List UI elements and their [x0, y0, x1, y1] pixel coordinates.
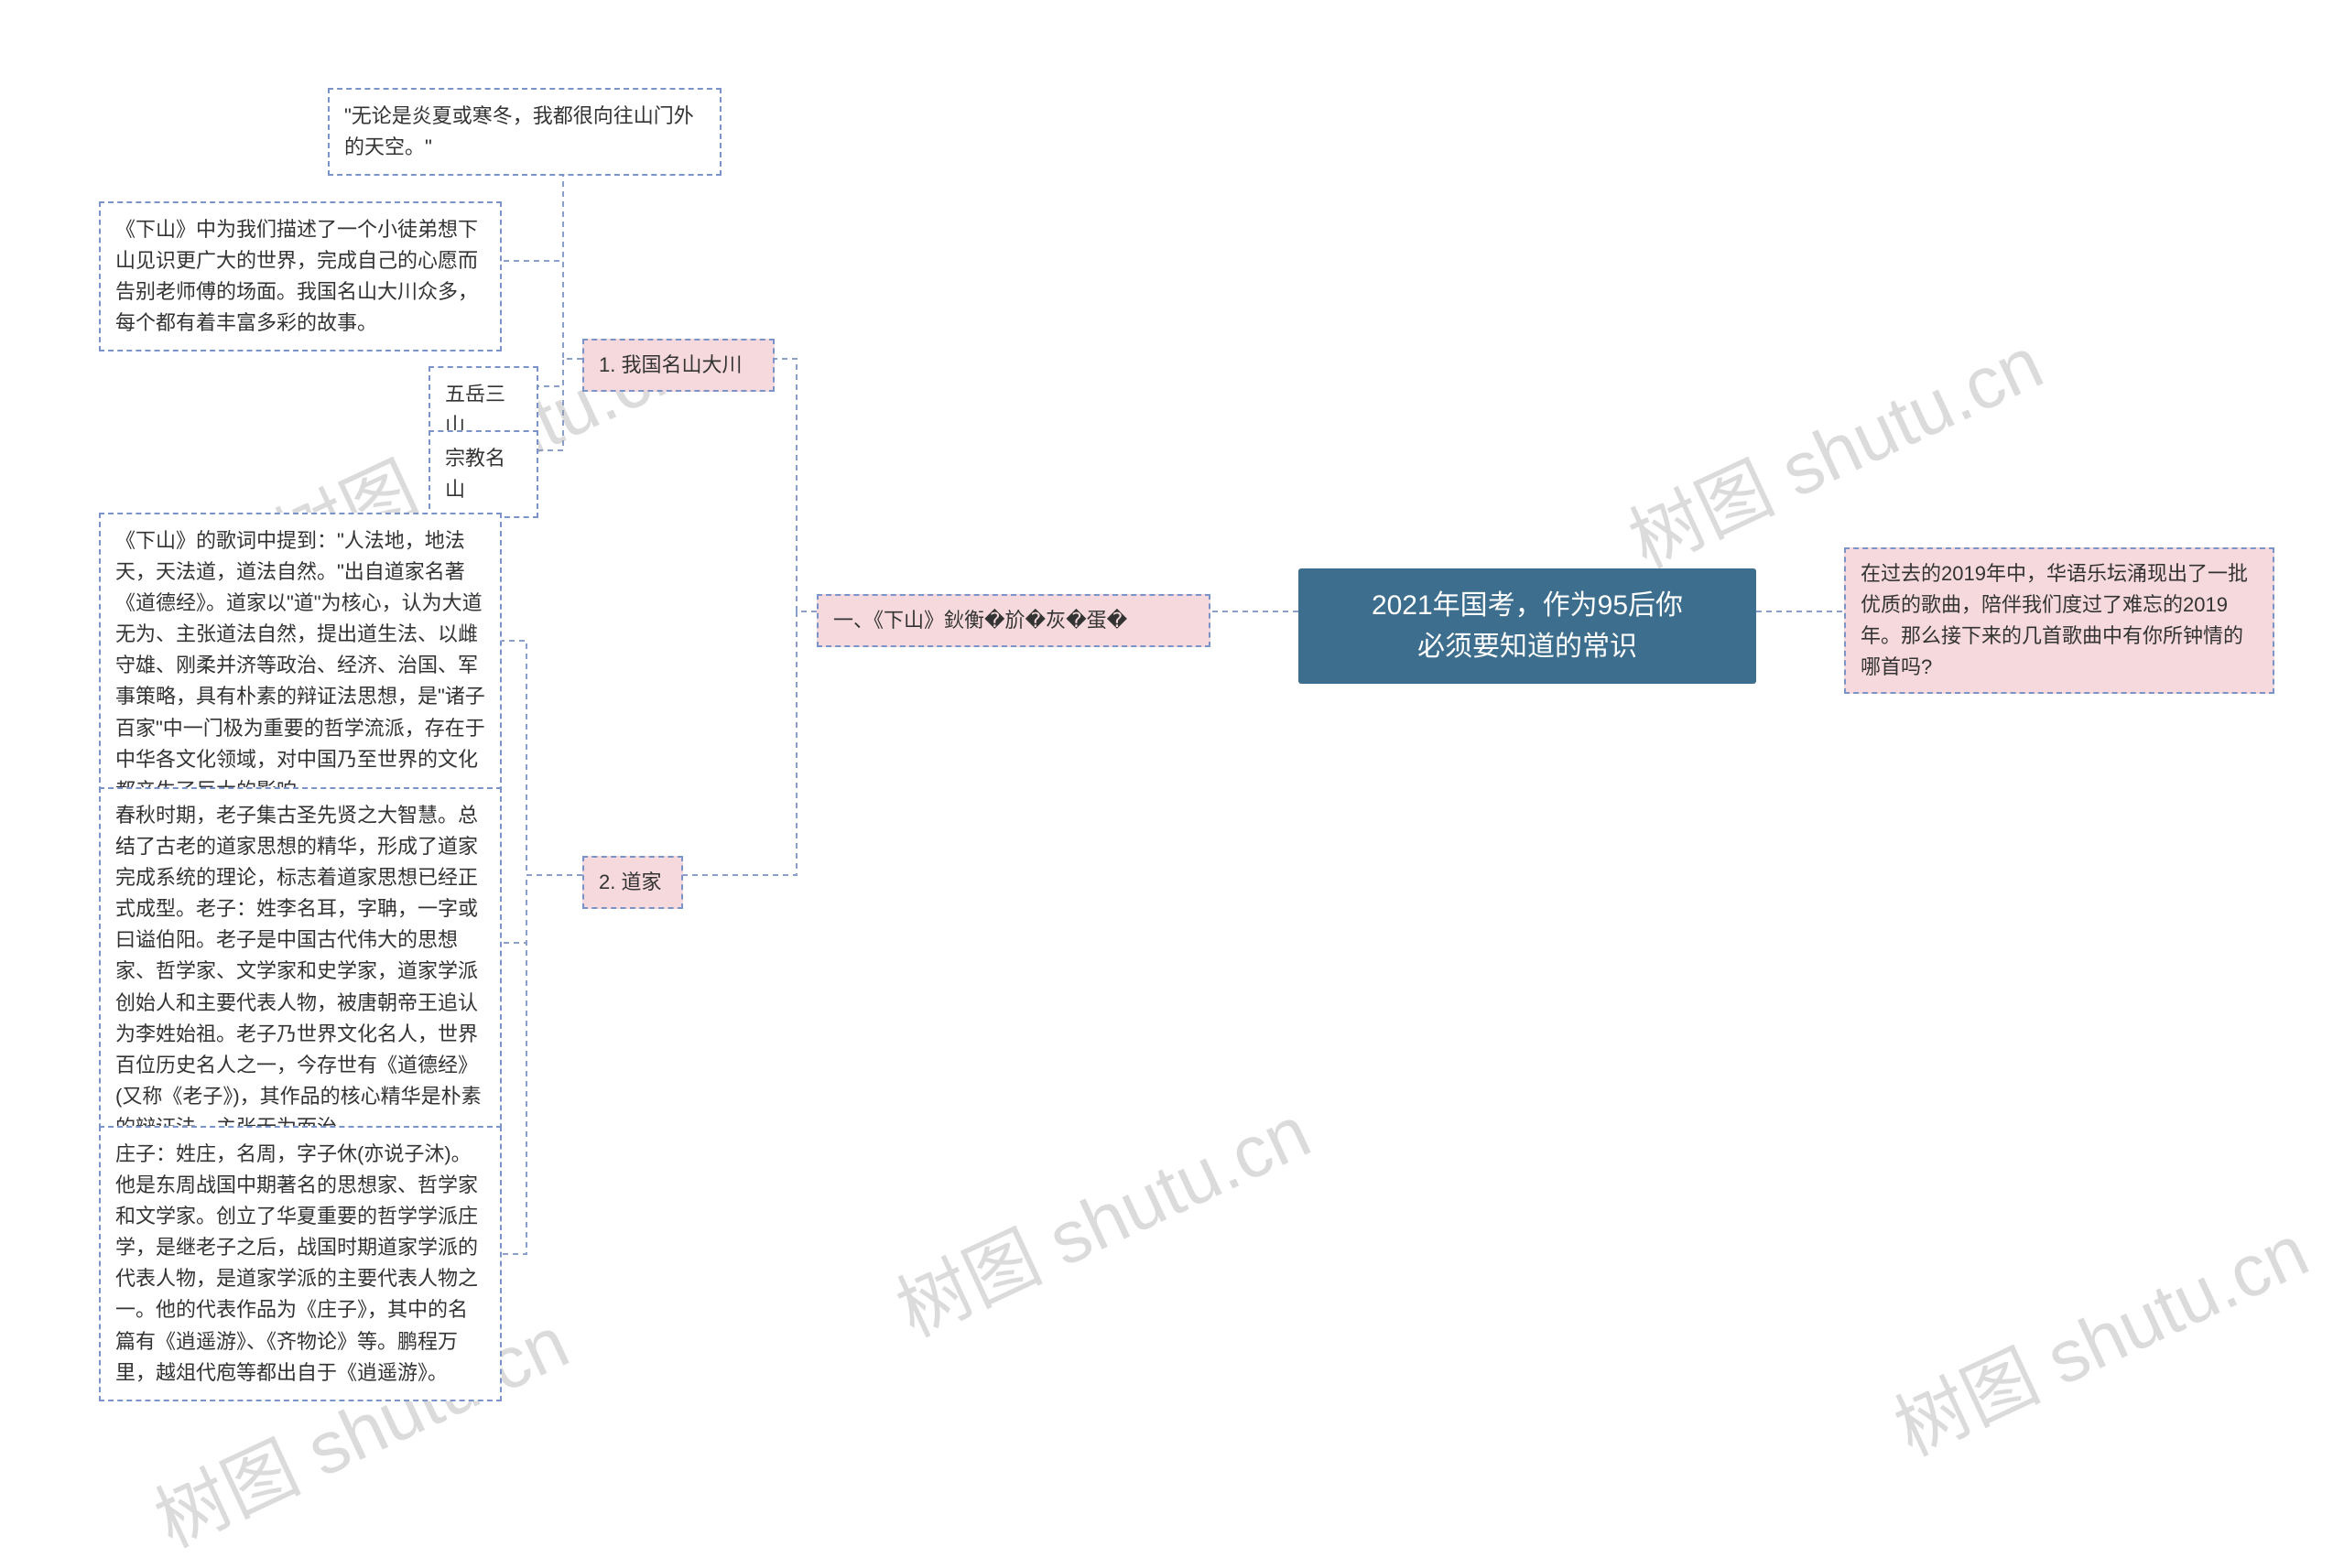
right-intro-node[interactable]: 在过去的2019年中，华语乐坛涌现出了一批优质的歌曲，陪伴我们度过了难忘的201… [1844, 547, 2274, 694]
leaf-daodejing[interactable]: 《下山》的歌词中提到："人法地，地法天，天法道，道法自然。"出自道家名著《道德经… [99, 513, 502, 819]
leaf-laozi[interactable]: 春秋时期，老子集古圣先贤之大智慧。总结了古老的道家思想的精华，形成了道家完成系统… [99, 787, 502, 1156]
mindmap-canvas: 树图 shutu.cn 树图 shutu.cn 树图 shutu.cn 树图 s… [0, 0, 2344, 1568]
watermark: 树图 shutu.cn [1610, 305, 2056, 589]
watermark: 树图 shutu.cn [877, 1074, 1324, 1357]
leaf-zhuangzi[interactable]: 庄子：姓庄，名周，字子休(亦说子沐)。他是东周战国中期著名的思想家、哲学家和文学… [99, 1126, 502, 1401]
sub-mountains-node[interactable]: 1. 我国名山大川 [582, 339, 775, 392]
leaf-quote[interactable]: "无论是炎夏或寒冬，我都很向往山门外的天空。" [328, 88, 722, 176]
leaf-zongjiao[interactable]: 宗教名山 [429, 430, 538, 518]
root-node[interactable]: 2021年国考，作为95后你必须要知道的常识 [1298, 568, 1756, 684]
sub-daojia-node[interactable]: 2. 道家 [582, 856, 683, 909]
section-1-node[interactable]: 一、《下山》鈥衡�斺�灰�蛋� [817, 594, 1210, 647]
leaf-xiashan-desc[interactable]: 《下山》中为我们描述了一个小徒弟想下山见识更广大的世界，完成自己的心愿而告别老师… [99, 201, 502, 351]
watermark: 树图 shutu.cn [1875, 1193, 2322, 1476]
